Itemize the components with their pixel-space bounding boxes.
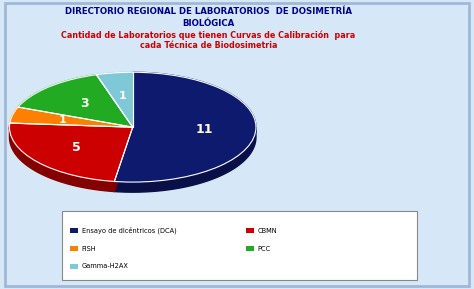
Polygon shape <box>9 127 114 192</box>
Bar <box>70 228 78 233</box>
Polygon shape <box>18 75 133 127</box>
Text: BIOLÓGICA: BIOLÓGICA <box>182 19 235 28</box>
FancyBboxPatch shape <box>5 3 469 286</box>
Text: CBMN: CBMN <box>258 228 277 234</box>
Text: 3: 3 <box>80 97 89 110</box>
Polygon shape <box>114 127 133 192</box>
Text: cada Técnica de Biodosimetria: cada Técnica de Biodosimetria <box>140 41 277 50</box>
Text: DIRECTORIO REGIONAL DE LABORATORIOS  DE DOSIMETRÍA: DIRECTORIO REGIONAL DE LABORATORIOS DE D… <box>65 7 352 16</box>
Polygon shape <box>114 72 256 182</box>
Bar <box>246 246 254 251</box>
Polygon shape <box>114 127 133 192</box>
Polygon shape <box>96 72 133 127</box>
Text: Gamma-H2AX: Gamma-H2AX <box>82 264 128 269</box>
Text: Ensayo de dicéntricos (DCA): Ensayo de dicéntricos (DCA) <box>82 227 176 234</box>
Bar <box>70 246 78 251</box>
Polygon shape <box>114 127 256 192</box>
Text: 11: 11 <box>195 123 213 136</box>
Bar <box>246 228 254 233</box>
Polygon shape <box>9 123 133 181</box>
Polygon shape <box>10 107 133 127</box>
Text: 5: 5 <box>73 140 81 153</box>
Ellipse shape <box>9 82 256 192</box>
Text: PCC: PCC <box>258 246 271 251</box>
Text: Cantidad de Laboratorios que tienen Curvas de Calibración  para: Cantidad de Laboratorios que tienen Curv… <box>62 30 356 40</box>
Text: 1: 1 <box>59 115 67 125</box>
FancyBboxPatch shape <box>62 211 417 280</box>
Bar <box>70 264 78 269</box>
Text: FISH: FISH <box>82 246 96 251</box>
Text: 1: 1 <box>118 91 126 101</box>
